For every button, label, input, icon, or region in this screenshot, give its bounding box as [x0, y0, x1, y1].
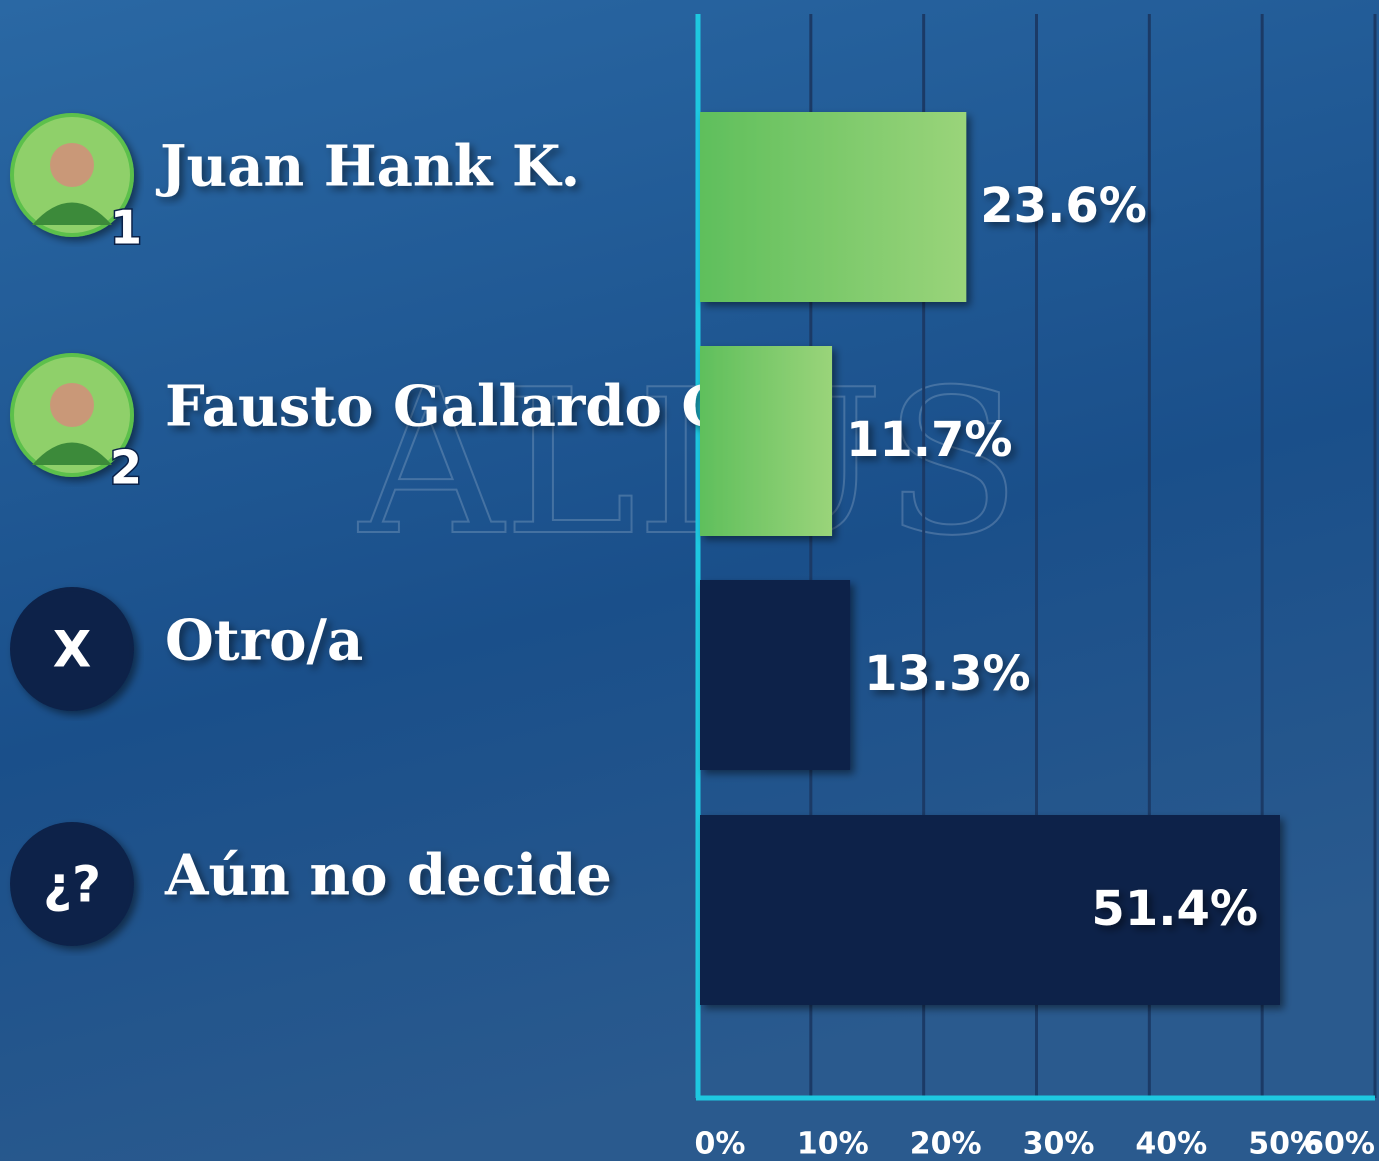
value-label: 13.3%: [864, 646, 1031, 702]
category-label: Juan Hank K.: [155, 134, 580, 200]
avatar-head: [50, 143, 94, 187]
x-tick-label: 20%: [910, 1127, 982, 1161]
category-label: Otro/a: [165, 608, 363, 674]
x-tick-label: 0%: [695, 1127, 746, 1161]
x-tick-label: 40%: [1135, 1127, 1207, 1161]
bar: [700, 112, 966, 302]
value-label: 23.6%: [980, 178, 1147, 234]
page: {"chart_data": {"type": "bar", "orientat…: [0, 0, 1379, 1161]
x-tick-label: 60%: [1303, 1127, 1375, 1161]
bar: [700, 346, 832, 536]
avatar-head: [50, 383, 94, 427]
category-label: Aún no decide: [164, 843, 612, 909]
category-label: Fausto Gallardo G.: [165, 374, 747, 440]
badge: X: [53, 621, 92, 679]
chart: ALIUS 0%10%20%30%40%50%60%1Juan Hank K.2…: [0, 0, 1379, 1161]
bar: [700, 580, 850, 770]
x-tick-label: 30%: [1023, 1127, 1095, 1161]
badge: ¿?: [43, 856, 101, 914]
value-label: 51.4%: [1091, 881, 1258, 937]
x-tick-label: 10%: [797, 1127, 869, 1161]
value-label: 11.7%: [846, 412, 1013, 468]
badge: 1: [110, 201, 142, 255]
badge: 2: [110, 441, 142, 495]
